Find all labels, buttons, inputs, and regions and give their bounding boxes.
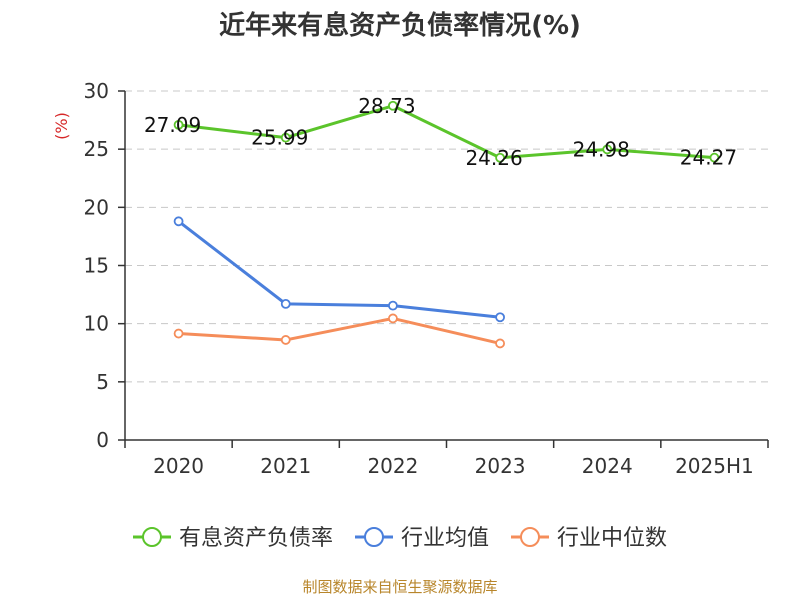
data-point — [388, 313, 398, 324]
legend-label: 行业均值 — [401, 526, 489, 551]
data-point — [495, 338, 505, 349]
legend-swatch-marker — [142, 527, 162, 547]
series-line-1 — [177, 220, 501, 319]
data-point — [280, 335, 291, 345]
data-point — [173, 328, 184, 339]
source-note: 制图数据来自恒生聚源数据库 — [302, 578, 497, 596]
y-tick-label: 10 — [84, 312, 109, 336]
y-axis-unit: (%) — [52, 112, 71, 140]
legend-item-0[interactable]: 有息资产负债率 — [133, 526, 333, 551]
data-point — [495, 152, 505, 163]
legend-swatch-marker — [364, 527, 384, 547]
series-lines — [173, 100, 720, 349]
series-line-2 — [178, 316, 501, 345]
y-tick-label: 5 — [96, 370, 109, 394]
y-tick-label: 15 — [84, 254, 109, 278]
axes: 0 5 10 15 20 25 30 2020 2021 2022 2023 2024 2025H1 — [84, 79, 769, 478]
data-point — [280, 298, 291, 309]
grid — [125, 90, 768, 383]
data-point — [602, 144, 613, 155]
data-point — [388, 100, 398, 111]
x-tick-label: 2023 — [475, 454, 526, 478]
legend-item-1[interactable]: 行业均值 — [355, 526, 489, 551]
x-tick-label: 2021 — [260, 454, 311, 478]
legend-item-2[interactable]: 行业中位数 — [511, 526, 667, 551]
data-point — [709, 152, 720, 163]
y-tick-label: 20 — [84, 195, 109, 219]
data-point — [495, 312, 505, 323]
legend: 有息资产负债率 行业均值 行业中位数 — [133, 526, 667, 551]
y-tick-label: 30 — [84, 79, 109, 103]
data-label: 27.09 — [144, 113, 201, 137]
x-tick-label: 2020 — [153, 454, 204, 478]
data-label: 28.73 — [358, 94, 415, 118]
legend-swatch-marker — [520, 527, 540, 547]
data-label: 25.99 — [251, 126, 308, 150]
x-tick-label: 2022 — [367, 454, 418, 478]
chart-title: 近年来有息资产负债率情况(%) — [219, 10, 581, 41]
data-point — [173, 216, 184, 227]
data-point — [173, 119, 184, 130]
data-label: 24.98 — [573, 137, 630, 161]
data-point — [280, 132, 291, 143]
x-tick-label: 2024 — [582, 454, 633, 478]
legend-label: 行业中位数 — [557, 526, 667, 551]
y-tick-label: 25 — [84, 137, 109, 161]
data-label: 24.26 — [465, 146, 522, 170]
data-point — [388, 300, 398, 311]
y-tick-label: 0 — [96, 428, 109, 452]
series-line-0 — [178, 104, 715, 160]
x-tick-label: 2025H1 — [675, 454, 754, 478]
data-labels: 27.09 25.99 28.73 24.26 24.98 24.27 — [144, 94, 737, 170]
legend-label: 有息资产负债率 — [179, 526, 333, 551]
data-label: 24.27 — [680, 146, 737, 170]
